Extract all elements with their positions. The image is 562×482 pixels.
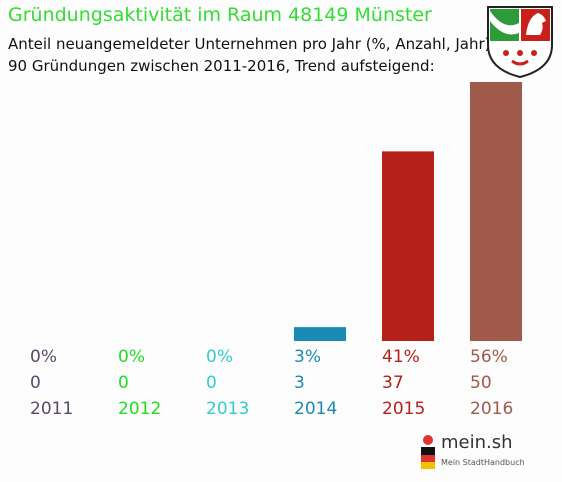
count-label-2015: 37 <box>382 373 404 393</box>
chart-summary: 90 Gründungen zwischen 2011-2016, Trend … <box>8 57 435 75</box>
year-label-2016: 2016 <box>470 399 514 419</box>
count-label-2012: 0 <box>118 373 129 393</box>
chart-subtitle: Anteil neuangemeldeter Unternehmen pro J… <box>8 35 491 53</box>
count-label-2011: 0 <box>30 373 41 393</box>
logo-figure-icon <box>421 435 435 469</box>
percent-label-2013: 0% <box>206 347 233 367</box>
logo-tagline: Mein StadtHandbuch <box>441 458 525 467</box>
percent-label-2014: 3% <box>294 347 321 367</box>
coat-of-arms-icon <box>487 6 553 79</box>
count-label-2013: 0 <box>206 373 217 393</box>
bar-2014 <box>294 327 346 341</box>
year-label-2014: 2014 <box>294 399 338 419</box>
year-label-2011: 2011 <box>30 399 74 419</box>
site-logo[interactable]: mein.sh Mein StadtHandbuch <box>417 432 527 476</box>
logo-name: mein.sh <box>441 432 513 453</box>
percent-label-2011: 0% <box>30 347 57 367</box>
count-label-2014: 3 <box>294 373 305 393</box>
chart-title: Gründungsaktivität im Raum 48149 Münster <box>8 4 432 26</box>
year-label-2015: 2015 <box>382 399 426 419</box>
bar-2016 <box>470 82 522 341</box>
year-label-2013: 2013 <box>206 399 250 419</box>
count-label-2016: 50 <box>470 373 492 393</box>
year-label-2012: 2012 <box>118 399 162 419</box>
percent-label-2015: 41% <box>382 347 420 367</box>
percent-label-2012: 0% <box>118 347 145 367</box>
bar-2015 <box>382 151 434 341</box>
percent-label-2016: 56% <box>470 347 508 367</box>
